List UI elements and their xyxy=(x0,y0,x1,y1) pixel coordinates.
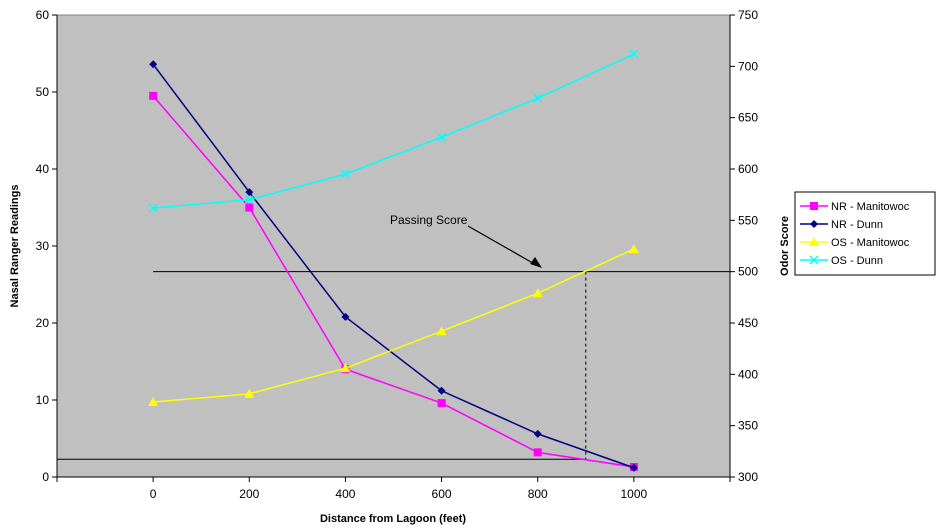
data-point-os-dunn xyxy=(533,93,543,103)
x-tick-label: 800 xyxy=(528,487,548,501)
y-tick-label: 20 xyxy=(36,316,50,330)
y-tick-label: 50 xyxy=(36,85,50,99)
x-tick-label: 0 xyxy=(150,487,157,501)
y2-tick-label: 700 xyxy=(738,59,758,73)
data-point-os-dunn xyxy=(148,203,158,213)
data-point-nr-manitowoc xyxy=(533,448,542,457)
series-nr-dunn xyxy=(149,60,638,472)
data-point-nr-dunn xyxy=(245,188,254,197)
data-point-nr-manitowoc xyxy=(437,399,446,408)
legend-item-os-manitowoc: OS - Manitowoc xyxy=(800,237,910,249)
series-os-manitowoc xyxy=(148,244,639,407)
y2-tick-label: 600 xyxy=(738,162,758,176)
data-point-os-dunn xyxy=(244,195,254,205)
data-point-nr-dunn xyxy=(437,386,446,395)
data-point-os-dunn xyxy=(340,169,350,179)
y2-tick-label: 750 xyxy=(738,8,758,22)
y2-tick-label: 550 xyxy=(738,213,758,227)
legend-item-os-dunn: OS - Dunn xyxy=(800,255,883,267)
y2-tick-label: 350 xyxy=(738,419,758,433)
annotations: Passing Score xyxy=(390,213,542,268)
y-axis-title: Nasal Ranger Readings xyxy=(9,185,21,308)
data-point-nr-dunn xyxy=(629,463,638,472)
data-point-nr-manitowoc xyxy=(245,203,254,212)
x-tick-label: 600 xyxy=(432,487,452,501)
axes: 0 200 400 600 800 1000 0 10 20 30 40 50 60 300 350 400 4… xyxy=(36,8,759,501)
legend-marker-icon xyxy=(810,220,818,228)
series-os-dunn xyxy=(148,49,639,213)
legend-label: OS - Manitowoc xyxy=(831,237,910,249)
y2-axis-title: Odor Score xyxy=(779,216,791,276)
data-point-os-dunn-stroke xyxy=(340,169,350,179)
data-point-os-manitowoc xyxy=(532,288,543,298)
data-point-os-manitowoc xyxy=(244,388,255,398)
y-tick-label: 60 xyxy=(36,8,50,22)
data-point-os-dunn xyxy=(629,49,639,59)
series-lines xyxy=(148,49,639,472)
data-point-nr-manitowoc xyxy=(149,91,158,100)
y2-tick-label: 650 xyxy=(738,111,758,125)
legend-marker-icon-stroke xyxy=(809,255,819,265)
y2-tick-label: 300 xyxy=(738,470,758,484)
data-point-os-manitowoc xyxy=(148,397,159,407)
series-line-os-manitowoc xyxy=(153,248,635,403)
legend-label: NR - Manitowoc xyxy=(831,201,910,213)
data-point-os-dunn-stroke xyxy=(437,132,447,142)
x-tick-label: 1000 xyxy=(621,487,648,501)
y2-tick-label: 400 xyxy=(738,367,758,381)
legend-marker-icon xyxy=(810,202,818,210)
y-tick-label: 30 xyxy=(36,239,50,253)
series-line-nr-dunn xyxy=(152,63,635,469)
data-point-os-dunn-stroke xyxy=(148,203,158,213)
legend-marker-icon xyxy=(809,255,819,265)
passing-score-label: Passing Score xyxy=(390,213,468,227)
x-axis-title: Distance from Lagoon (feet) xyxy=(320,513,466,525)
x-tick-label: 200 xyxy=(239,487,259,501)
legend-item-nr-manitowoc: NR - Manitowoc xyxy=(800,201,910,213)
legend-item-nr-dunn: NR - Dunn xyxy=(800,219,883,231)
legend-label: NR - Dunn xyxy=(831,219,883,231)
data-point-nr-dunn xyxy=(149,60,158,69)
series-line-os-dunn xyxy=(153,53,635,209)
data-point-os-dunn-stroke xyxy=(244,195,254,205)
data-point-nr-dunn xyxy=(533,429,542,438)
y2-tick-label: 450 xyxy=(738,316,758,330)
legend-marker-icon xyxy=(809,237,819,246)
data-point-os-manitowoc xyxy=(628,244,639,254)
data-point-nr-dunn xyxy=(341,312,350,321)
legend-entries: NR - Manitowoc NR - Dunn OS - Manitowoc OS … xyxy=(800,201,910,267)
y-tick-label: 10 xyxy=(36,393,50,407)
series-line-nr-manitowoc xyxy=(152,95,634,468)
y-tick-label: 0 xyxy=(42,470,49,484)
y2-tick-label: 500 xyxy=(738,265,758,279)
plot-area xyxy=(56,14,731,478)
x-tick-label: 400 xyxy=(335,487,355,501)
legend: NR - Manitowoc NR - Dunn OS - Manitowoc OS … xyxy=(794,191,936,276)
data-point-os-dunn-stroke xyxy=(629,49,639,59)
legend-label: OS - Dunn xyxy=(831,255,883,267)
arrow-head-icon xyxy=(530,257,542,268)
y-tick-label: 40 xyxy=(36,162,50,176)
passing-score-arrow xyxy=(467,225,539,267)
data-point-os-manitowoc xyxy=(436,326,447,336)
data-point-os-dunn-stroke xyxy=(533,93,543,103)
reference-lines xyxy=(57,271,730,460)
data-point-os-manitowoc xyxy=(340,363,351,373)
data-point-os-dunn xyxy=(437,132,447,142)
